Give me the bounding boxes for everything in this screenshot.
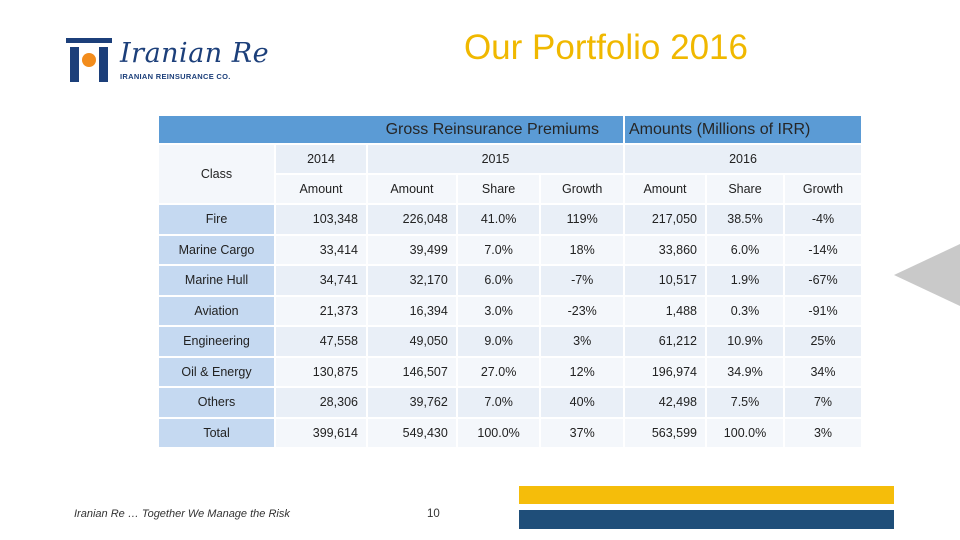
growth-2016-cell: 34% — [785, 357, 861, 386]
decor-bar-blue — [519, 510, 894, 529]
growth-2015-cell: 3% — [541, 327, 623, 356]
amount-2014-cell: 399,614 — [276, 418, 366, 447]
amount-2015-cell: 49,050 — [367, 327, 456, 356]
table-row: Fire 103,348 226,048 41.0% 119% 217,050 38.5% -… — [159, 205, 861, 234]
table-title-row: Gross Reinsurance Premiums Amounts (Mill… — [159, 116, 861, 143]
col-amount-2014: Amount — [276, 175, 366, 203]
share-2016-cell: 0.3% — [707, 296, 783, 325]
growth-2016-cell: -91% — [785, 296, 861, 325]
share-2016-cell: 100.0% — [707, 418, 783, 447]
logo-mark-icon — [66, 38, 112, 82]
footer-tagline: Iranian Re … Together We Manage the Risk — [74, 508, 290, 520]
logo-subtitle: IRANIAN REINSURANCE CO. — [120, 72, 231, 81]
class-cell: Engineering — [159, 327, 275, 356]
growth-2016-cell: 25% — [785, 327, 861, 356]
growth-2016-cell: -14% — [785, 235, 861, 264]
share-2015-cell: 9.0% — [457, 327, 540, 356]
growth-2015-cell: 40% — [541, 388, 623, 417]
share-2016-cell: 10.9% — [707, 327, 783, 356]
class-cell: Total — [159, 418, 275, 447]
growth-2015-cell: -23% — [541, 296, 623, 325]
header-gross-premiums: Gross Reinsurance Premiums — [159, 116, 623, 143]
col-growth-2016: Growth — [785, 175, 861, 203]
table-row: Total 399,614 549,430 100.0% 37% 563,599 100.0… — [159, 418, 861, 447]
company-logo: Iranian Re IRANIAN REINSURANCE CO. — [64, 36, 269, 86]
class-cell: Aviation — [159, 296, 275, 325]
share-2016-cell: 1.9% — [707, 266, 783, 295]
col-share-2016: Share — [707, 175, 783, 203]
class-cell: Oil & Energy — [159, 357, 275, 386]
growth-2015-cell: -7% — [541, 266, 623, 295]
share-2016-cell: 6.0% — [707, 235, 783, 264]
amount-2015-cell: 16,394 — [367, 296, 456, 325]
col-share-2015: Share — [457, 175, 540, 203]
decor-bar-yellow — [519, 486, 894, 504]
growth-2016-cell: -4% — [785, 205, 861, 234]
year-2016: 2016 — [625, 145, 861, 173]
share-2015-cell: 6.0% — [457, 266, 540, 295]
class-cell: Marine Cargo — [159, 235, 275, 264]
header-amounts-unit: Amounts (Millions of IRR) — [625, 116, 861, 143]
table-row: Engineering 47,558 49,050 9.0% 3% 61,212 10.9%… — [159, 327, 861, 356]
share-2016-cell: 38.5% — [707, 205, 783, 234]
table-row: Marine Cargo 33,414 39,499 7.0% 18% 33,860 6.0… — [159, 235, 861, 264]
growth-2015-cell: 12% — [541, 357, 623, 386]
amount-2014-cell: 21,373 — [276, 296, 366, 325]
amount-2014-cell: 103,348 — [276, 205, 366, 234]
growth-2015-cell: 18% — [541, 235, 623, 264]
growth-2016-cell: 3% — [785, 418, 861, 447]
column-header-row: Amount Amount Share Growth Amount Share … — [159, 175, 861, 203]
class-cell: Fire — [159, 205, 275, 234]
amount-2016-cell: 217,050 — [625, 205, 705, 234]
col-amount-2015: Amount — [367, 175, 456, 203]
table-row: Marine Hull 34,741 32,170 6.0% -7% 10,517 1.9%… — [159, 266, 861, 295]
col-growth-2015: Growth — [541, 175, 623, 203]
amount-2014-cell: 34,741 — [276, 266, 366, 295]
table-row: Others 28,306 39,762 7.0% 40% 42,498 7.5% 7% — [159, 388, 861, 417]
class-header: Class — [159, 145, 275, 203]
share-2015-cell: 41.0% — [457, 205, 540, 234]
amount-2016-cell: 61,212 — [625, 327, 705, 356]
amount-2016-cell: 42,498 — [625, 388, 705, 417]
amount-2014-cell: 47,558 — [276, 327, 366, 356]
amount-2015-cell: 39,762 — [367, 388, 456, 417]
amount-2016-cell: 1,488 — [625, 296, 705, 325]
growth-2016-cell: 7% — [785, 388, 861, 417]
page-number: 10 — [427, 508, 440, 520]
amount-2015-cell: 39,499 — [367, 235, 456, 264]
amount-2016-cell: 563,599 — [625, 418, 705, 447]
year-2014: 2014 — [276, 145, 366, 173]
share-2015-cell: 3.0% — [457, 296, 540, 325]
amount-2015-cell: 32,170 — [367, 266, 456, 295]
amount-2015-cell: 226,048 — [367, 205, 456, 234]
amount-2014-cell: 130,875 — [276, 357, 366, 386]
share-2016-cell: 34.9% — [707, 357, 783, 386]
growth-2015-cell: 119% — [541, 205, 623, 234]
amount-2016-cell: 33,860 — [625, 235, 705, 264]
amount-2015-cell: 146,507 — [367, 357, 456, 386]
amount-2014-cell: 28,306 — [276, 388, 366, 417]
class-cell: Others — [159, 388, 275, 417]
amount-2016-cell: 10,517 — [625, 266, 705, 295]
share-2015-cell: 27.0% — [457, 357, 540, 386]
class-cell: Marine Hull — [159, 266, 275, 295]
year-row: Class 2014 2015 2016 — [159, 145, 861, 203]
amount-2015-cell: 549,430 — [367, 418, 456, 447]
growth-2016-cell: -67% — [785, 266, 861, 295]
share-2015-cell: 7.0% — [457, 235, 540, 264]
share-2015-cell: 100.0% — [457, 418, 540, 447]
amount-2016-cell: 196,974 — [625, 357, 705, 386]
table-row: Oil & Energy 130,875 146,507 27.0% 12% 196,97… — [159, 357, 861, 386]
amount-2014-cell: 33,414 — [276, 235, 366, 264]
year-2015: 2015 — [367, 145, 623, 173]
next-arrow-icon — [894, 244, 960, 306]
share-2015-cell: 7.0% — [457, 388, 540, 417]
portfolio-table: Gross Reinsurance Premiums Amounts (Mill… — [157, 114, 863, 449]
logo-wordmark: Iranian Re — [120, 38, 270, 69]
slide-title: Our Portfolio 2016 — [463, 28, 748, 67]
growth-2015-cell: 37% — [541, 418, 623, 447]
table-row: Aviation 21,373 16,394 3.0% -23% 1,488 0.3% -91… — [159, 296, 861, 325]
share-2016-cell: 7.5% — [707, 388, 783, 417]
col-amount-2016: Amount — [625, 175, 705, 203]
